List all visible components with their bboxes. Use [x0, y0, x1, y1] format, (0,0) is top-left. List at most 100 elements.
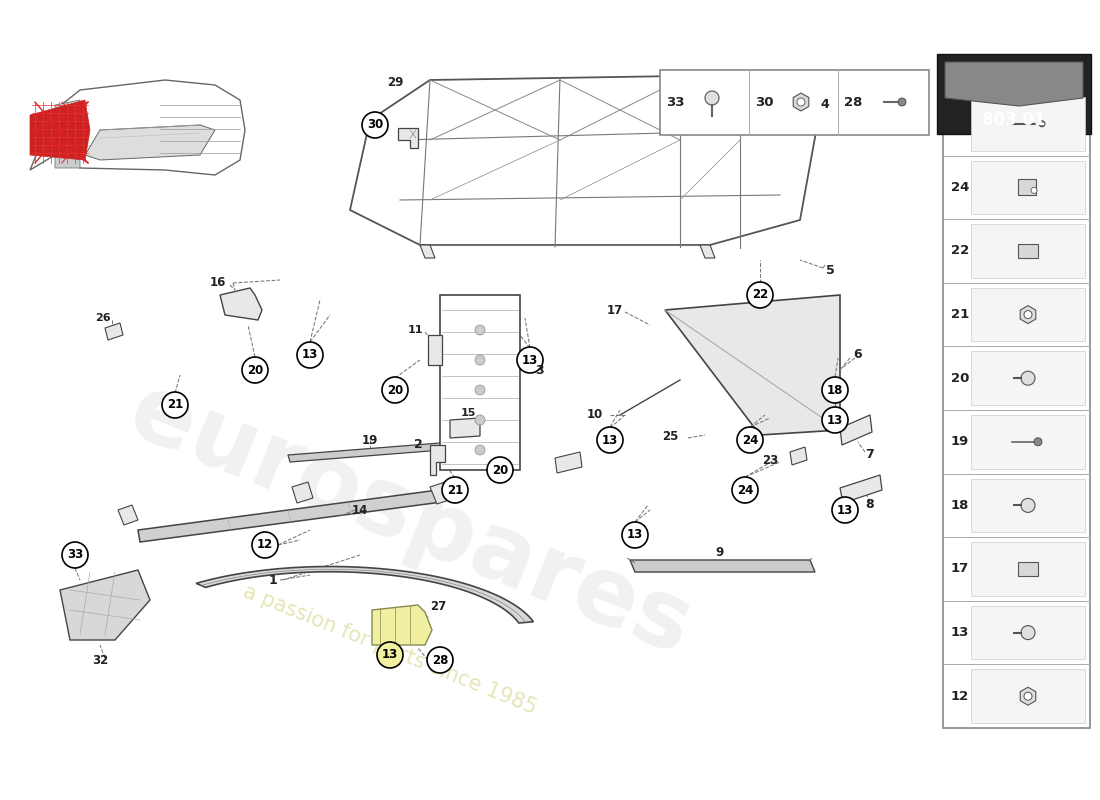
- Circle shape: [475, 355, 485, 365]
- Circle shape: [621, 522, 648, 548]
- Text: 17: 17: [607, 303, 623, 317]
- Polygon shape: [430, 481, 455, 504]
- Bar: [971, 670, 1085, 723]
- Text: 24: 24: [737, 483, 754, 497]
- Text: 13: 13: [627, 529, 644, 542]
- Circle shape: [252, 532, 278, 558]
- Polygon shape: [55, 100, 80, 120]
- Polygon shape: [220, 288, 262, 320]
- Circle shape: [1024, 310, 1032, 318]
- Polygon shape: [292, 482, 313, 503]
- Circle shape: [362, 112, 388, 138]
- Bar: [1018, 244, 1038, 258]
- Circle shape: [1024, 692, 1032, 700]
- Circle shape: [377, 642, 403, 668]
- Polygon shape: [104, 323, 123, 340]
- Circle shape: [898, 98, 906, 106]
- Circle shape: [737, 427, 763, 453]
- Polygon shape: [398, 128, 418, 148]
- Circle shape: [1031, 187, 1037, 194]
- Text: 21: 21: [447, 483, 463, 497]
- Text: 20: 20: [246, 363, 263, 377]
- Polygon shape: [790, 447, 807, 465]
- Text: 24: 24: [741, 434, 758, 446]
- Bar: [971, 288, 1085, 342]
- Text: 30: 30: [367, 118, 383, 131]
- Text: 5: 5: [826, 263, 835, 277]
- Text: 20: 20: [952, 372, 969, 385]
- Text: 7: 7: [866, 449, 874, 462]
- Bar: [660, 70, 930, 135]
- Circle shape: [747, 282, 773, 308]
- Polygon shape: [420, 245, 434, 258]
- Bar: [943, 92, 1090, 728]
- Polygon shape: [428, 335, 442, 365]
- Bar: [971, 224, 1085, 278]
- Text: 18: 18: [952, 499, 969, 512]
- Circle shape: [475, 415, 485, 425]
- Circle shape: [162, 392, 188, 418]
- Circle shape: [62, 542, 88, 568]
- Polygon shape: [945, 62, 1084, 106]
- Text: 8: 8: [866, 498, 874, 511]
- Text: 33: 33: [666, 95, 684, 109]
- Circle shape: [1021, 498, 1035, 513]
- Text: 28: 28: [844, 95, 862, 109]
- Circle shape: [705, 91, 719, 105]
- Circle shape: [1021, 371, 1035, 386]
- Text: 3: 3: [536, 363, 544, 377]
- Text: 14: 14: [352, 503, 368, 517]
- Text: 16: 16: [210, 275, 227, 289]
- Text: 23: 23: [762, 454, 778, 466]
- Text: 30: 30: [755, 95, 773, 109]
- Polygon shape: [700, 245, 715, 258]
- Circle shape: [475, 325, 485, 335]
- Bar: [971, 415, 1085, 469]
- Circle shape: [1021, 626, 1035, 639]
- Text: 15: 15: [460, 408, 475, 418]
- Polygon shape: [840, 475, 882, 503]
- Text: 33: 33: [67, 549, 84, 562]
- Polygon shape: [288, 443, 442, 462]
- Text: 26: 26: [96, 313, 111, 323]
- Text: 13: 13: [827, 414, 843, 426]
- Polygon shape: [440, 295, 520, 470]
- Polygon shape: [138, 490, 442, 542]
- Polygon shape: [430, 445, 446, 475]
- Text: 21: 21: [167, 398, 183, 411]
- Bar: [971, 351, 1085, 405]
- Bar: [971, 97, 1085, 150]
- Text: 11: 11: [407, 325, 422, 335]
- Bar: [937, 54, 1091, 134]
- Text: 10: 10: [587, 409, 603, 422]
- Text: 32: 32: [92, 654, 108, 666]
- Text: 13: 13: [521, 354, 538, 366]
- Text: 19: 19: [362, 434, 378, 446]
- Bar: [971, 161, 1085, 214]
- Text: 19: 19: [952, 435, 969, 448]
- Polygon shape: [666, 295, 840, 435]
- Polygon shape: [372, 605, 432, 645]
- Circle shape: [442, 477, 468, 503]
- Polygon shape: [1020, 306, 1036, 323]
- Text: 13: 13: [382, 649, 398, 662]
- Polygon shape: [60, 570, 150, 640]
- Polygon shape: [85, 125, 214, 160]
- Bar: [971, 606, 1085, 659]
- Circle shape: [832, 497, 858, 523]
- Text: 18: 18: [827, 383, 844, 397]
- Text: 28: 28: [432, 654, 448, 666]
- Circle shape: [798, 98, 805, 106]
- Text: 29: 29: [387, 77, 404, 90]
- Text: a passion for parts since 1985: a passion for parts since 1985: [240, 582, 540, 718]
- Text: 25: 25: [662, 430, 679, 442]
- Circle shape: [517, 347, 543, 373]
- Polygon shape: [30, 80, 245, 175]
- Text: 2: 2: [414, 438, 422, 451]
- Polygon shape: [55, 150, 80, 168]
- Bar: [971, 478, 1085, 532]
- Polygon shape: [793, 93, 808, 111]
- Circle shape: [822, 407, 848, 433]
- Circle shape: [242, 357, 268, 383]
- Text: 13: 13: [301, 349, 318, 362]
